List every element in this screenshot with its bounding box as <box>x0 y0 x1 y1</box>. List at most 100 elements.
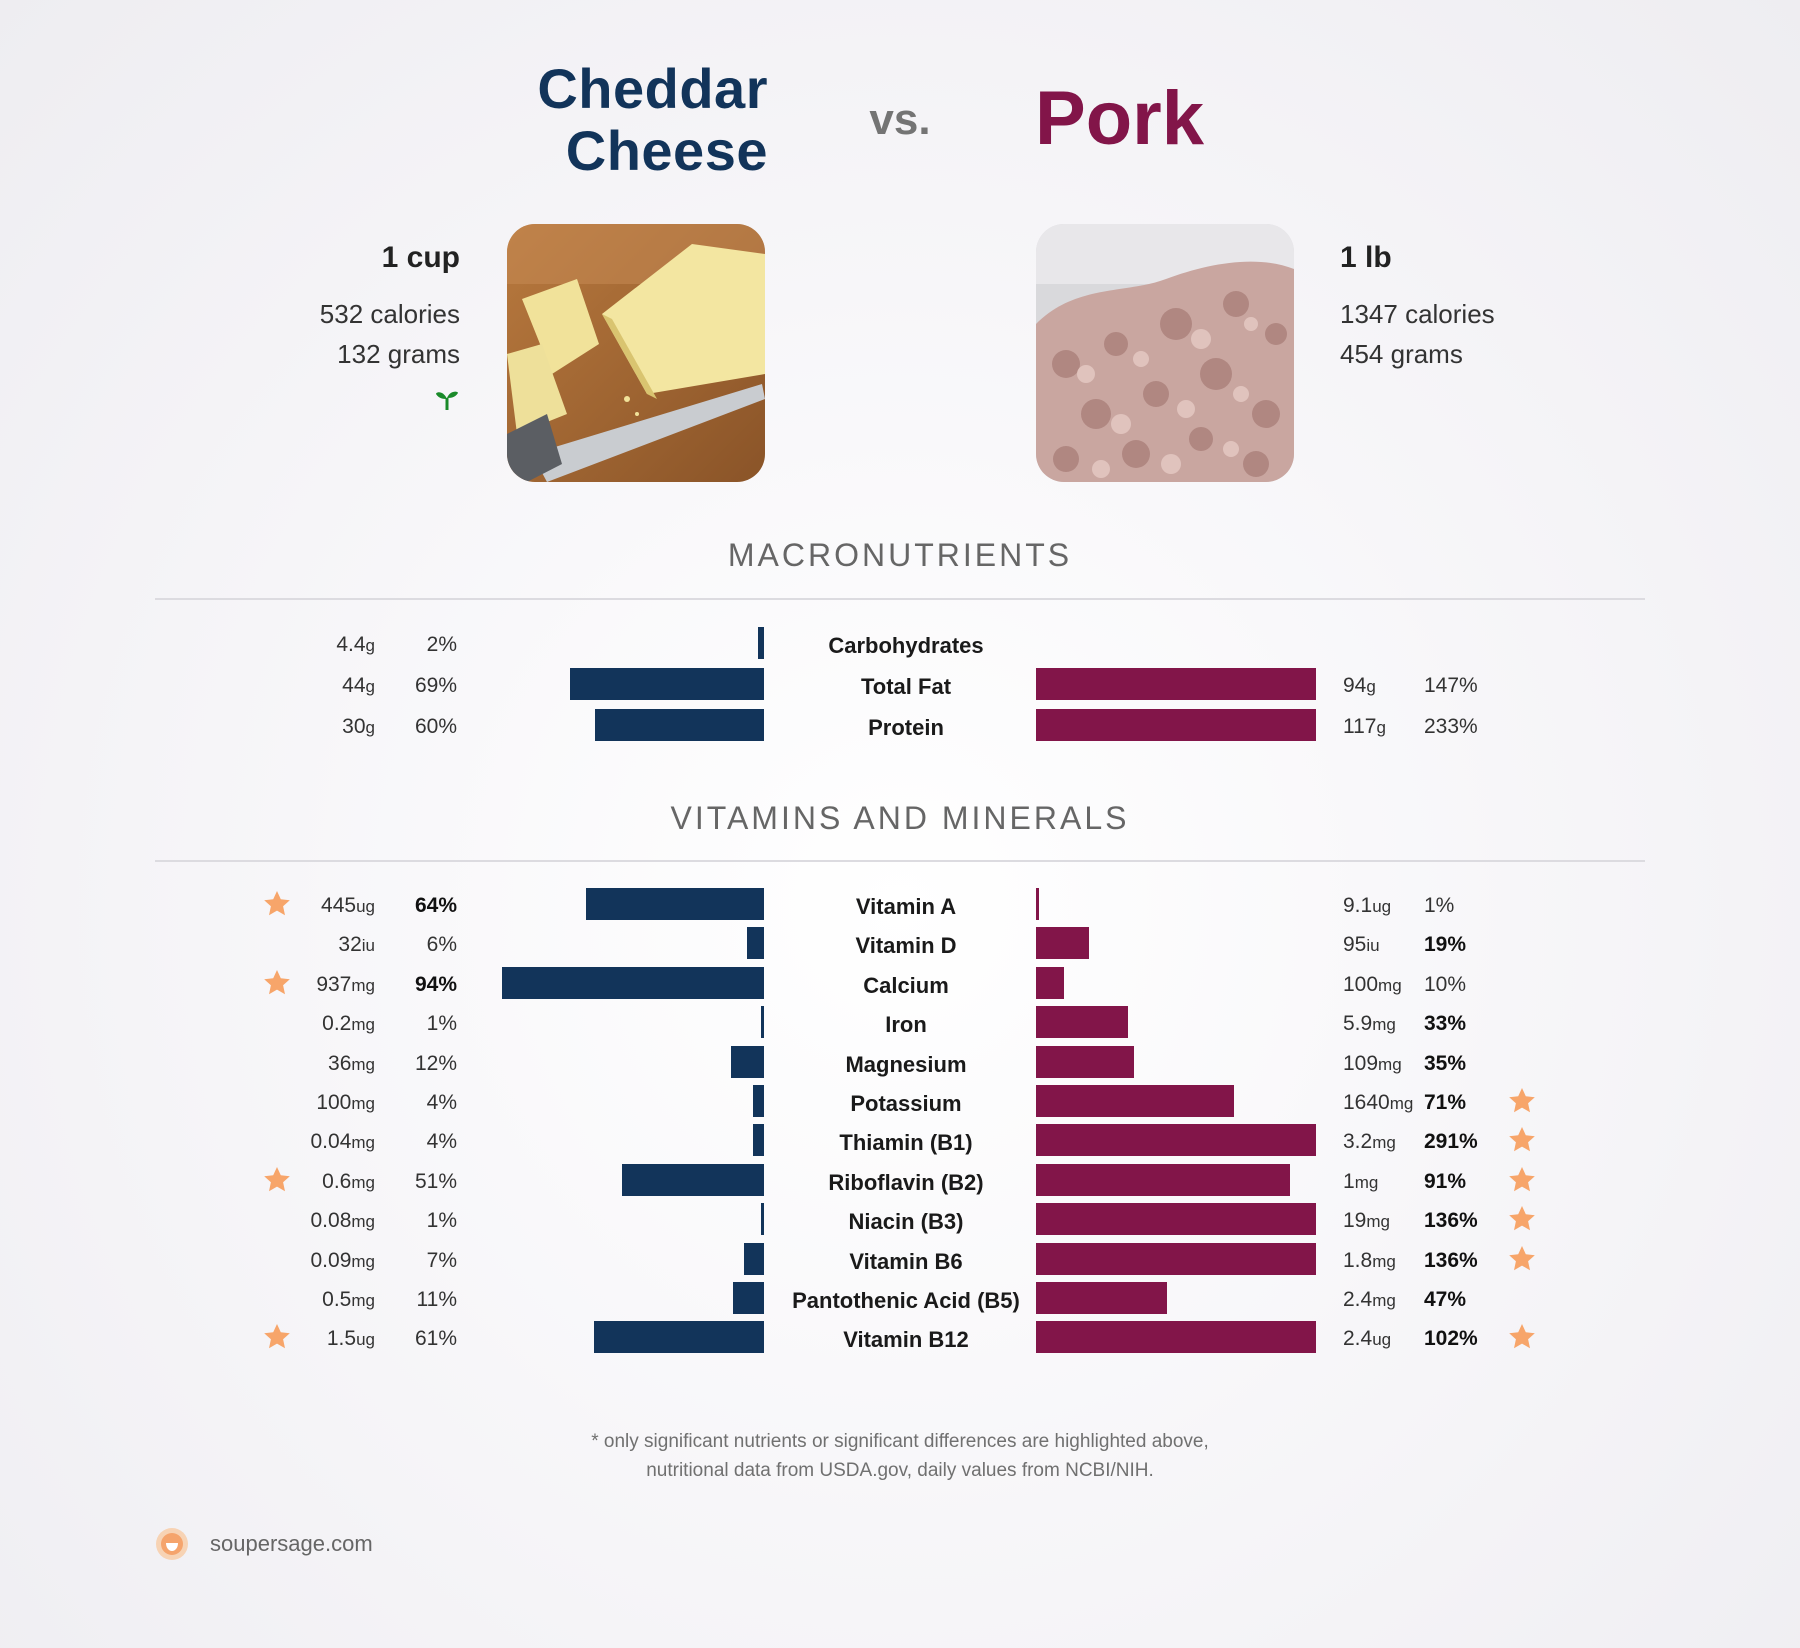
right-star-icon <box>1508 1245 1536 1273</box>
nutrient-name: Riboflavin (B2) <box>828 1169 984 1195</box>
left-value: 4.4g <box>250 633 375 657</box>
left-percent: 11% <box>416 1288 457 1311</box>
right-value-number: 5.9 <box>1343 1012 1373 1036</box>
left-value: 0.08mg <box>250 1209 376 1233</box>
left-grams: 132 grams <box>337 339 460 369</box>
nutrient-row: 937mg 94% Calcium 100mg 10% <box>0 966 1800 1003</box>
right-star-icon <box>1508 1126 1536 1154</box>
right-value-unit: mg <box>1372 1015 1396 1035</box>
nutrient-name: Iron <box>885 1012 927 1038</box>
right-percent: 71% <box>1424 1091 1467 1114</box>
right-value-unit: iu <box>1366 936 1380 956</box>
right-percent: 147% <box>1424 674 1478 697</box>
right-value-number: 117 <box>1343 715 1377 738</box>
left-bar <box>570 668 764 700</box>
left-bar <box>585 888 764 920</box>
right-value-number: 1.8 <box>1343 1248 1373 1272</box>
right-grams: 454 grams <box>1340 339 1463 369</box>
left-percent: 61% <box>414 1327 457 1351</box>
right-bar <box>1036 1321 1316 1354</box>
left-bar <box>752 1124 764 1157</box>
right-bar <box>1036 1242 1316 1275</box>
right-star-icon <box>1508 1323 1536 1351</box>
right-value-unit: g <box>1366 677 1376 696</box>
left-value-number: 937 <box>316 972 352 996</box>
right-value-number: 100 <box>1343 972 1379 996</box>
left-value: 937mg <box>250 973 375 997</box>
left-percent: 1% <box>426 1209 457 1233</box>
left-percent: 4% <box>426 1130 457 1154</box>
brand-link[interactable]: soupersage.com <box>210 1531 373 1556</box>
vitamins-divider <box>155 860 1645 862</box>
right-star-icon <box>1508 1087 1536 1115</box>
right-bar <box>1036 1282 1167 1314</box>
left-value: 0.04mg <box>250 1130 376 1154</box>
footnote-line2: nutritional data from USDA.gov, daily va… <box>646 1460 1154 1481</box>
nutrient-row: 0.09mg 7% Vitamin B6 1.8mg 136% <box>0 1242 1800 1279</box>
right-value-number: 94 <box>1343 674 1367 697</box>
nutrient-name: Protein <box>868 715 944 740</box>
right-value-number: 95 <box>1343 933 1367 957</box>
left-value: 0.2mg <box>250 1012 375 1036</box>
left-percent: 94% <box>414 972 457 996</box>
right-percent: 35% <box>1424 1051 1467 1075</box>
right-value-unit: mg <box>1372 1251 1396 1271</box>
left-bar <box>595 709 764 741</box>
left-bar <box>752 1085 764 1117</box>
left-percent: 1% <box>426 1012 457 1036</box>
right-percent: 47% <box>1424 1288 1467 1311</box>
nutrient-row: 1.5ug 61% Vitamin B12 2.4ug 102% <box>0 1321 1800 1357</box>
left-star-icon <box>263 1166 291 1194</box>
nutrient-name: Vitamin B6 <box>849 1248 963 1274</box>
left-bar <box>621 1163 764 1196</box>
nutrient-row: 0.2mg 1% Iron 5.9mg 33% <box>0 1006 1800 1042</box>
nutrient-name: Thiamin (B1) <box>839 1130 973 1156</box>
right-value-number: 2.4 <box>1343 1288 1373 1311</box>
cheddar-cheese-photo <box>507 224 765 482</box>
left-value-unit: mg <box>351 1133 375 1153</box>
nutrient-row: 0.5mg 11% Pantothenic Acid (B5) 2.4mg 47% <box>0 1282 1800 1318</box>
right-value-number: 1640 <box>1343 1091 1390 1114</box>
right-bar <box>1036 1124 1316 1157</box>
right-value-number: 9.1 <box>1343 894 1373 917</box>
right-bar <box>1036 1163 1290 1196</box>
right-value-unit: mg <box>1372 1291 1396 1310</box>
left-percent: 12% <box>414 1051 457 1075</box>
left-value-number: 445 <box>321 894 357 917</box>
right-value-unit: ug <box>1372 897 1392 916</box>
right-value-unit: mg <box>1354 1172 1379 1192</box>
left-percent: 64% <box>414 894 457 917</box>
left-serving: 1 cup <box>381 241 460 274</box>
right-bar <box>1036 1203 1316 1236</box>
left-value-unit: mg <box>351 1291 375 1310</box>
macros-divider <box>155 598 1645 600</box>
right-value: 95iu <box>1343 933 1473 957</box>
right-bar <box>1036 927 1089 960</box>
nutrient-row: 0.08mg 1% Niacin (B3) 19mg 136% <box>0 1203 1800 1239</box>
right-value-number: 1 <box>1343 1169 1355 1193</box>
nutrient-row: 30g 60% Protein 117g 233% <box>0 709 1800 745</box>
left-calories: 532 calories <box>319 299 460 329</box>
left-percent: 60% <box>414 715 457 738</box>
right-value: 117g <box>1343 715 1473 739</box>
nutrient-row: 445ug 64% Vitamin A 9.1ug 1% <box>0 888 1800 924</box>
right-value-number: 2.4 <box>1343 1327 1373 1351</box>
macronutrients-heading: MACRONUTRIENTS <box>727 537 1073 573</box>
right-value: 5.9mg <box>1343 1012 1473 1036</box>
left-star-icon <box>263 969 291 997</box>
nutrient-name: Potassium <box>850 1091 962 1116</box>
nutrient-row: 4.4g 2% Carbohydrates <box>0 627 1800 663</box>
right-value-unit: mg <box>1378 975 1402 995</box>
left-value: 100mg <box>250 1091 375 1115</box>
right-value: 94g <box>1343 674 1473 698</box>
right-bar <box>1036 1085 1234 1117</box>
right-value: 2.4mg <box>1343 1288 1473 1312</box>
left-value: 30g <box>250 715 375 739</box>
nutrient-row: 0.04mg 4% Thiamin (B1) 3.2mg 291% <box>0 1124 1800 1160</box>
left-value: 32iu <box>250 933 375 957</box>
right-percent: 33% <box>1424 1012 1467 1036</box>
soupersage-logo-icon <box>155 1527 189 1561</box>
right-percent: 91% <box>1424 1169 1467 1193</box>
left-value: 36mg <box>250 1052 375 1076</box>
left-bar <box>733 1282 764 1314</box>
